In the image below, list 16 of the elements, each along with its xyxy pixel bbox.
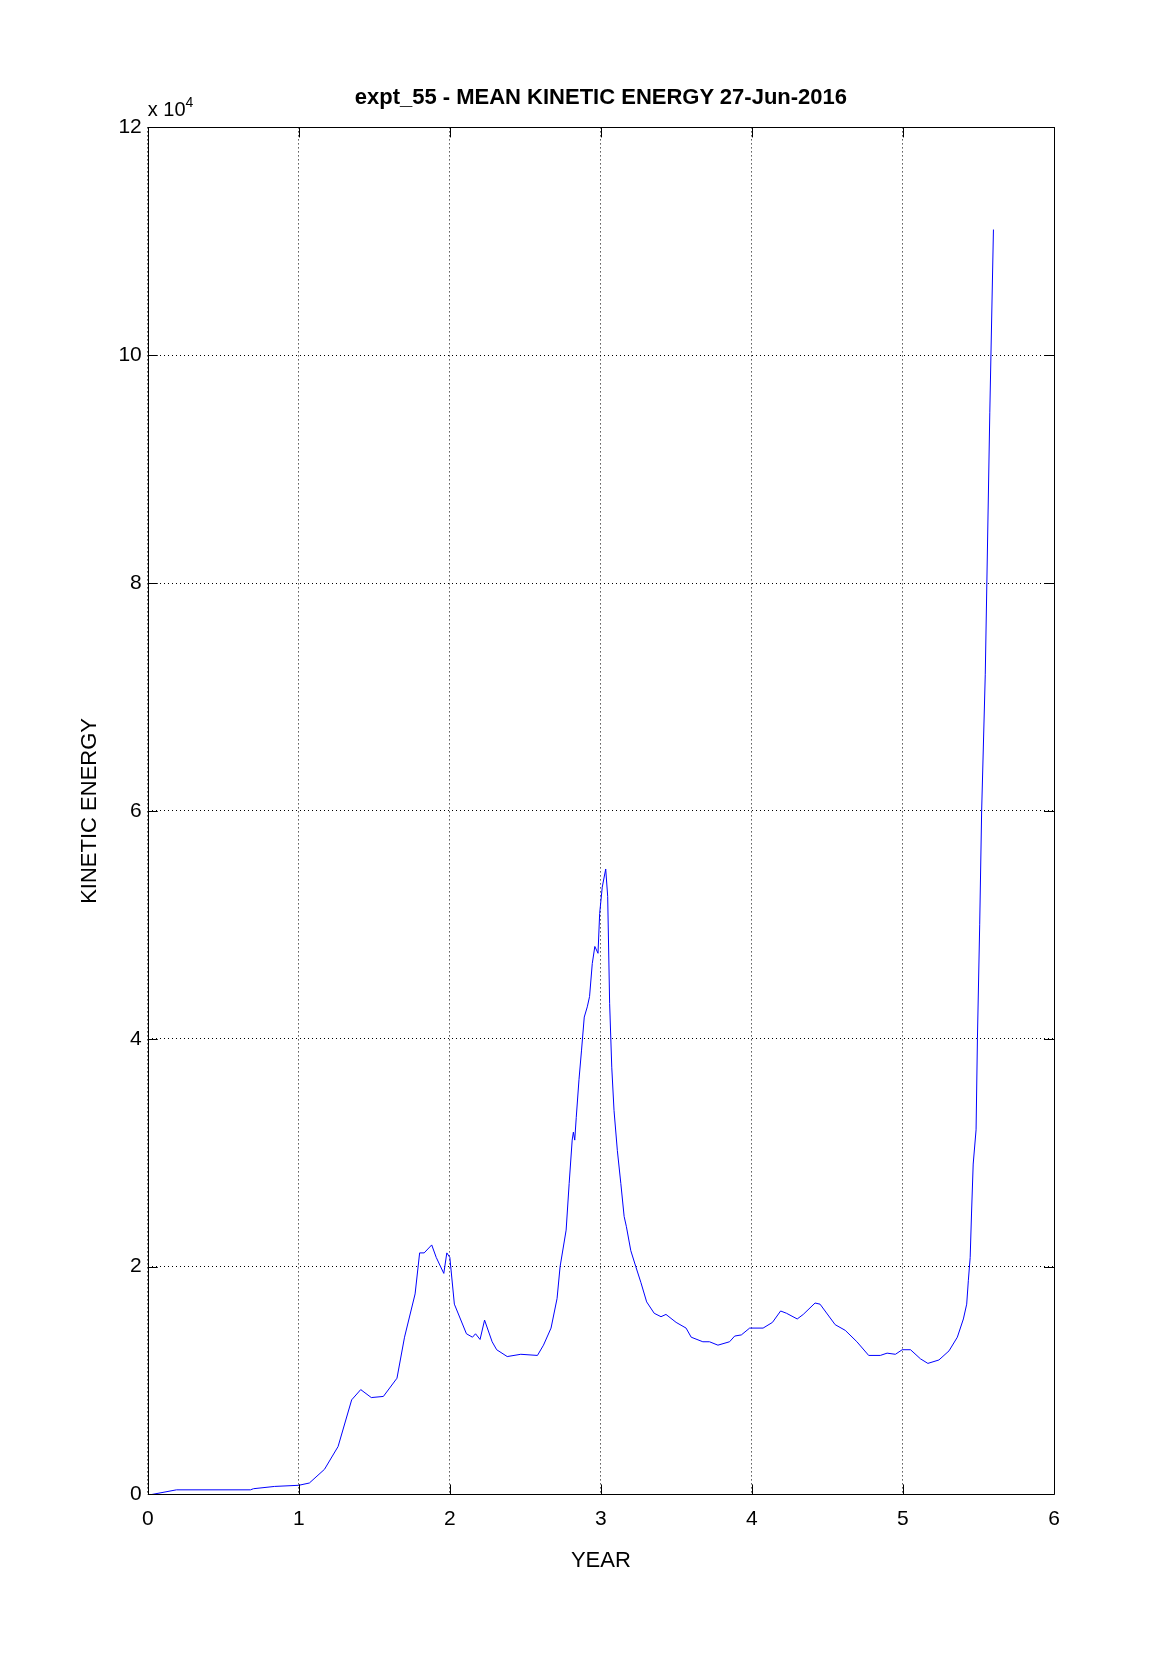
chart-title: expt_55 - MEAN KINETIC ENERGY 27-Jun-2016: [354, 84, 848, 110]
x-tick-label: 3: [595, 1505, 607, 1529]
y-tick-label: 4: [130, 1025, 143, 1049]
x-tick-label: 6: [1048, 1505, 1060, 1529]
y-tick-label: 12: [118, 114, 142, 138]
x-tick-label: 2: [444, 1505, 456, 1529]
y-tick-label: 0: [130, 1481, 142, 1505]
y-tick-label: 8: [130, 569, 142, 593]
x-axis-title: YEAR: [570, 1546, 631, 1572]
x-tick-label: 1: [292, 1505, 305, 1529]
y-tick-label: 2: [130, 1253, 142, 1277]
y-tick-label: 6: [130, 797, 142, 821]
x-tick-label: 5: [897, 1505, 909, 1529]
y-axis-title: KINETIC ENERGY: [76, 717, 102, 904]
y-tick-label: 10: [118, 342, 142, 366]
x-tick-label: 4: [746, 1505, 759, 1529]
